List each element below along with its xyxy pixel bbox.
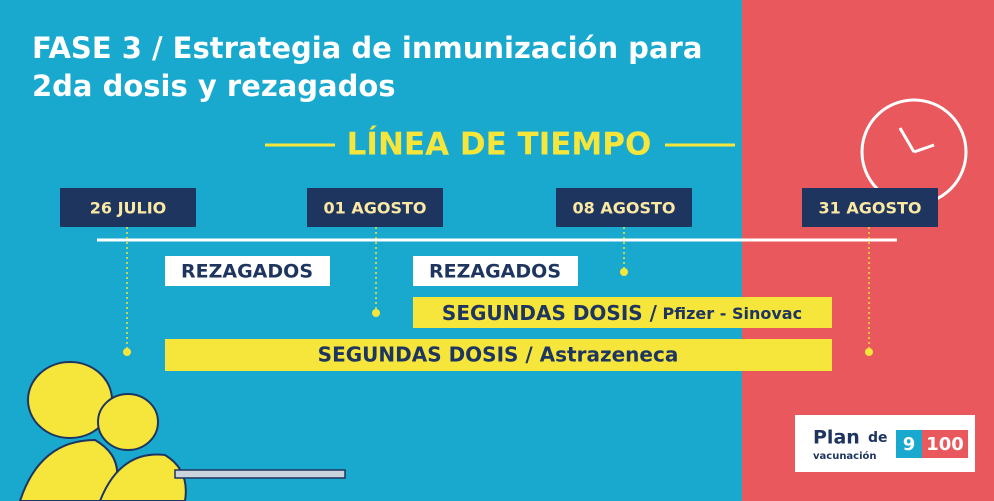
title-line: FASE 3 / Estrategia de inmunización para [32,31,702,65]
logo-number: 9 [903,434,916,455]
logo-number: 100 [926,434,964,455]
logo-de: de [868,430,888,446]
guide-dot [865,348,873,356]
date-label: 26 JULIO [90,199,167,218]
bar-main: SEGUNDAS DOSIS / [442,301,658,325]
logo-vacunacion: vacunación [813,450,877,462]
guide-dot [372,309,380,317]
date-box [307,188,443,227]
bar-label: SEGUNDAS DOSIS / Astrazeneca [318,343,679,367]
bar-label: REZAGADOS [181,261,313,283]
date-box [60,188,196,227]
date-label: 01 AGOSTO [324,199,427,218]
date-box [802,188,938,227]
date-label: 31 AGOSTO [819,199,922,218]
bar-detail: Pfizer - Sinovac [663,304,803,323]
date-label: 08 AGOSTO [573,199,676,218]
illustration [18,361,346,501]
bar-box [165,256,330,286]
bar-label: SEGUNDAS DOSIS / Pfizer - Sinovac [442,301,802,325]
date-box [556,188,692,227]
guide-dot [620,268,628,276]
timeline-heading: LÍNEA DE TIEMPO [347,127,652,163]
bar-box [413,297,832,328]
logo-chip [896,430,922,458]
title-line: 2da dosis y rezagados [32,69,396,103]
logo-chip [922,430,968,458]
bar-label: REZAGADOS [429,261,561,283]
guide-dot [123,348,131,356]
logo-plan: Plan [813,427,860,449]
bar-box [165,339,832,371]
bar-box [413,256,578,286]
